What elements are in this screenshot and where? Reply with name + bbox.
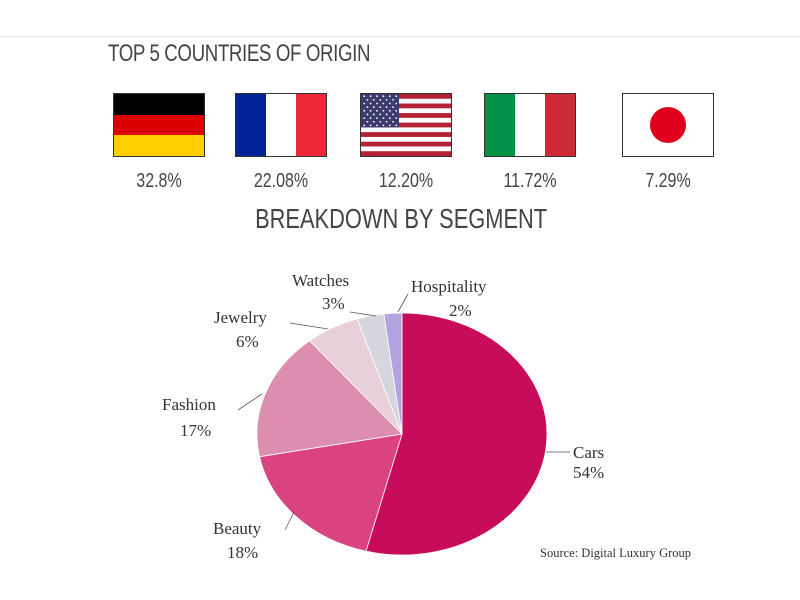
slice-value-label: 18%: [227, 543, 258, 562]
country-percentage: 32.8%: [136, 170, 182, 192]
slice-value-label: 17%: [180, 421, 211, 440]
country-percentage: 12.20%: [378, 170, 434, 192]
pie-slice-fashion: [256, 340, 403, 458]
pie-slice-cars: [365, 312, 548, 556]
germany-flag-icon: [113, 93, 205, 157]
pie-slice-beauty: [259, 433, 403, 552]
country-percentage: 7.29%: [645, 170, 691, 192]
countries-title: TOP 5 COUNTRIES OF ORIGIN: [108, 40, 371, 67]
slice-name-label: Hospitality: [411, 277, 487, 296]
leader-line-beauty: [284, 511, 295, 531]
slice-name-label: Watches: [292, 271, 349, 290]
leader-line-jewelry: [289, 322, 329, 330]
slice-name-label: Cars: [573, 443, 604, 462]
slice-name-label: Fashion: [162, 395, 216, 414]
pie-slice-hospitality: [383, 312, 403, 435]
slice-value-label: 6%: [236, 332, 259, 351]
leader-line-hospitality: [397, 293, 409, 313]
leader-line-fashion: [237, 393, 263, 411]
france-flag-icon: [235, 93, 327, 157]
japan-flag-icon: [622, 93, 714, 157]
slice-value-label: 3%: [322, 294, 345, 313]
slice-value-label: 54%: [573, 463, 604, 482]
country-percentage: 22.08%: [253, 170, 309, 192]
usa-flag-icon: [360, 93, 452, 157]
source-note: Source: Digital Luxury Group: [540, 546, 692, 560]
segment-title: BREAKDOWN BY SEGMENT: [255, 203, 548, 234]
top-divider: [0, 36, 800, 37]
slice-value-label: 2%: [449, 301, 472, 320]
country-percentage: 11.72%: [503, 170, 557, 192]
italy-flag-icon: [484, 93, 576, 157]
slice-name-label: Jewelry: [214, 308, 267, 327]
slice-name-label: Beauty: [213, 519, 262, 538]
leader-line-watches: [349, 311, 377, 317]
